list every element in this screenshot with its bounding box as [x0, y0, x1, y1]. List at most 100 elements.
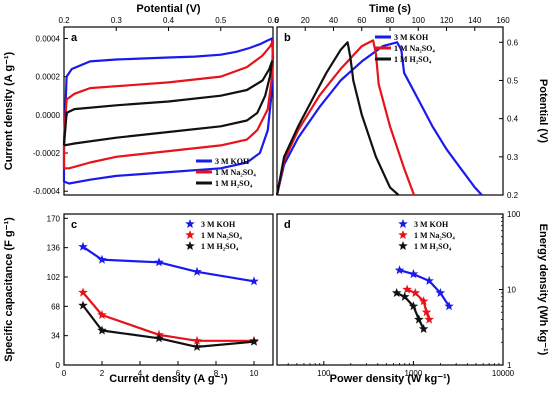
legend-label: 1 M H₂SO₄ [215, 179, 253, 188]
y-axis-label: Current density (A g⁻¹) [3, 51, 15, 170]
data-point-na2so4 [97, 310, 107, 319]
data-point-koh [154, 257, 164, 267]
series-line-koh [62, 37, 275, 185]
x-tick-label: 160 [496, 16, 510, 25]
data-point-h2so4 [414, 314, 424, 324]
y-tick-label: 0.5 [507, 76, 519, 85]
series-line-h2so4 [62, 60, 274, 147]
x-tick-label: 40 [329, 16, 338, 25]
data-point-h2so4 [249, 336, 259, 346]
series-line-h2so4 [275, 41, 400, 196]
series-line-na2so4 [62, 39, 275, 170]
data-point-koh [78, 241, 88, 251]
x-tick-label: 140 [468, 16, 482, 25]
x-tick-label: 80 [386, 16, 395, 25]
x-tick-label: 0.6 [267, 16, 279, 25]
data-point-koh [249, 276, 259, 286]
data-point-na2so4 [402, 284, 412, 294]
y-tick-label: 102 [47, 273, 61, 282]
y-axis-label: Potential (V) [537, 79, 549, 144]
y-tick-label: 0.3 [507, 153, 519, 162]
x-tick-label: 120 [440, 16, 454, 25]
panel-label: b [284, 32, 291, 44]
x-tick-label: 0.5 [215, 16, 227, 25]
x-tick-label: 4 [138, 369, 143, 378]
y-tick-label: 0.0004 [36, 34, 61, 43]
x-tick-label: 20 [301, 16, 310, 25]
x-tick-label: 10000 [492, 369, 515, 378]
data-point-h2so4 [97, 325, 107, 335]
x-tick-label: 0 [275, 16, 280, 25]
data-point-koh [444, 301, 454, 311]
x-tick-label: 1000 [405, 369, 423, 378]
data-point-na2so4 [418, 296, 429, 306]
y-tick-label: -0.0002 [33, 149, 61, 158]
legend-label: 1 M Na₂SO₄ [215, 168, 256, 177]
legend-label: 1 M H₂SO₄ [201, 242, 239, 251]
data-point-na2so4 [192, 335, 202, 345]
y-tick-label: 170 [47, 214, 61, 223]
x-axis-label: Current density (A g⁻¹) [109, 373, 228, 385]
data-point-koh [435, 288, 446, 297]
legend-label: 1 M H₂SO₄ [414, 242, 452, 251]
legend-label: 1 M H₂SO₄ [394, 55, 432, 64]
plot-frame [276, 213, 504, 366]
legend-marker-na2so4 [185, 230, 195, 239]
y-tick-label: 34 [51, 332, 60, 341]
x-tick-label: 100 [412, 16, 426, 25]
x-axis-label: Power density (W kg⁻¹) [330, 373, 451, 385]
panel-label: a [71, 32, 78, 44]
data-point-na2so4 [421, 307, 432, 317]
legend-label: 1 M Na₂SO₄ [201, 231, 242, 240]
data-point-koh [424, 275, 434, 285]
x-tick-label: 100 [317, 369, 331, 378]
y-tick-label: 100 [507, 210, 521, 219]
x-tick-label: 6 [176, 369, 181, 378]
y-tick-label: 68 [51, 302, 60, 311]
y-axis-label: Specific capacitance (F g⁻¹) [3, 217, 15, 362]
legend-label: 3 M KOH [394, 33, 429, 42]
data-point-h2so4 [192, 341, 202, 351]
data-point-h2so4 [400, 291, 410, 301]
x-tick-label: 0.4 [163, 16, 175, 25]
y-tick-label: 10 [507, 286, 516, 295]
series-line-na2so4 [275, 39, 416, 196]
data-point-h2so4 [78, 300, 88, 310]
legend-marker-koh [398, 219, 408, 228]
y-tick-label: 0.2 [507, 191, 519, 200]
data-point-h2so4 [418, 324, 429, 333]
x-tick-label: 0.2 [58, 16, 70, 25]
data-point-koh [394, 265, 405, 275]
y-tick-label: 0.6 [507, 38, 519, 47]
x-tick-label: 8 [214, 369, 219, 378]
data-point-h2so4 [408, 301, 419, 311]
panel-label: c [71, 219, 77, 231]
plot-frame [63, 213, 274, 366]
y-tick-label: 0.0002 [36, 73, 61, 82]
y-tick-label: 0 [56, 361, 61, 370]
data-point-koh [97, 254, 107, 264]
legend-marker-h2so4 [185, 241, 195, 250]
x-tick-label: 2 [100, 369, 105, 378]
x-tick-label: 0 [62, 369, 67, 378]
panel-a: 0.2 0.3 0.4 0.5 0.6 -0.0004 -0.0002 0.0000 0.000… [3, 3, 279, 196]
data-point-h2so4 [391, 288, 402, 297]
y-axis-label: Energy density (Wh kg⁻¹) [537, 224, 549, 356]
data-point-na2so4 [424, 314, 434, 324]
y-tick-label: 1 [507, 361, 512, 370]
y-tick-label: -0.0004 [33, 187, 61, 196]
legend-label: 1 M Na₂SO₄ [394, 44, 435, 53]
y-tick-label: 0.0000 [36, 111, 61, 120]
x-tick-label: 0.3 [111, 16, 123, 25]
x-tick-label: 10 [250, 369, 259, 378]
legend-label: 3 M KOH [201, 220, 236, 229]
data-point-koh [192, 266, 202, 276]
panel-label: d [284, 219, 291, 231]
series-line-na2so4 [82, 291, 254, 342]
legend-label: 3 M KOH [215, 157, 250, 166]
legend-marker-koh [185, 219, 195, 228]
legend-marker-h2so4 [398, 241, 408, 250]
